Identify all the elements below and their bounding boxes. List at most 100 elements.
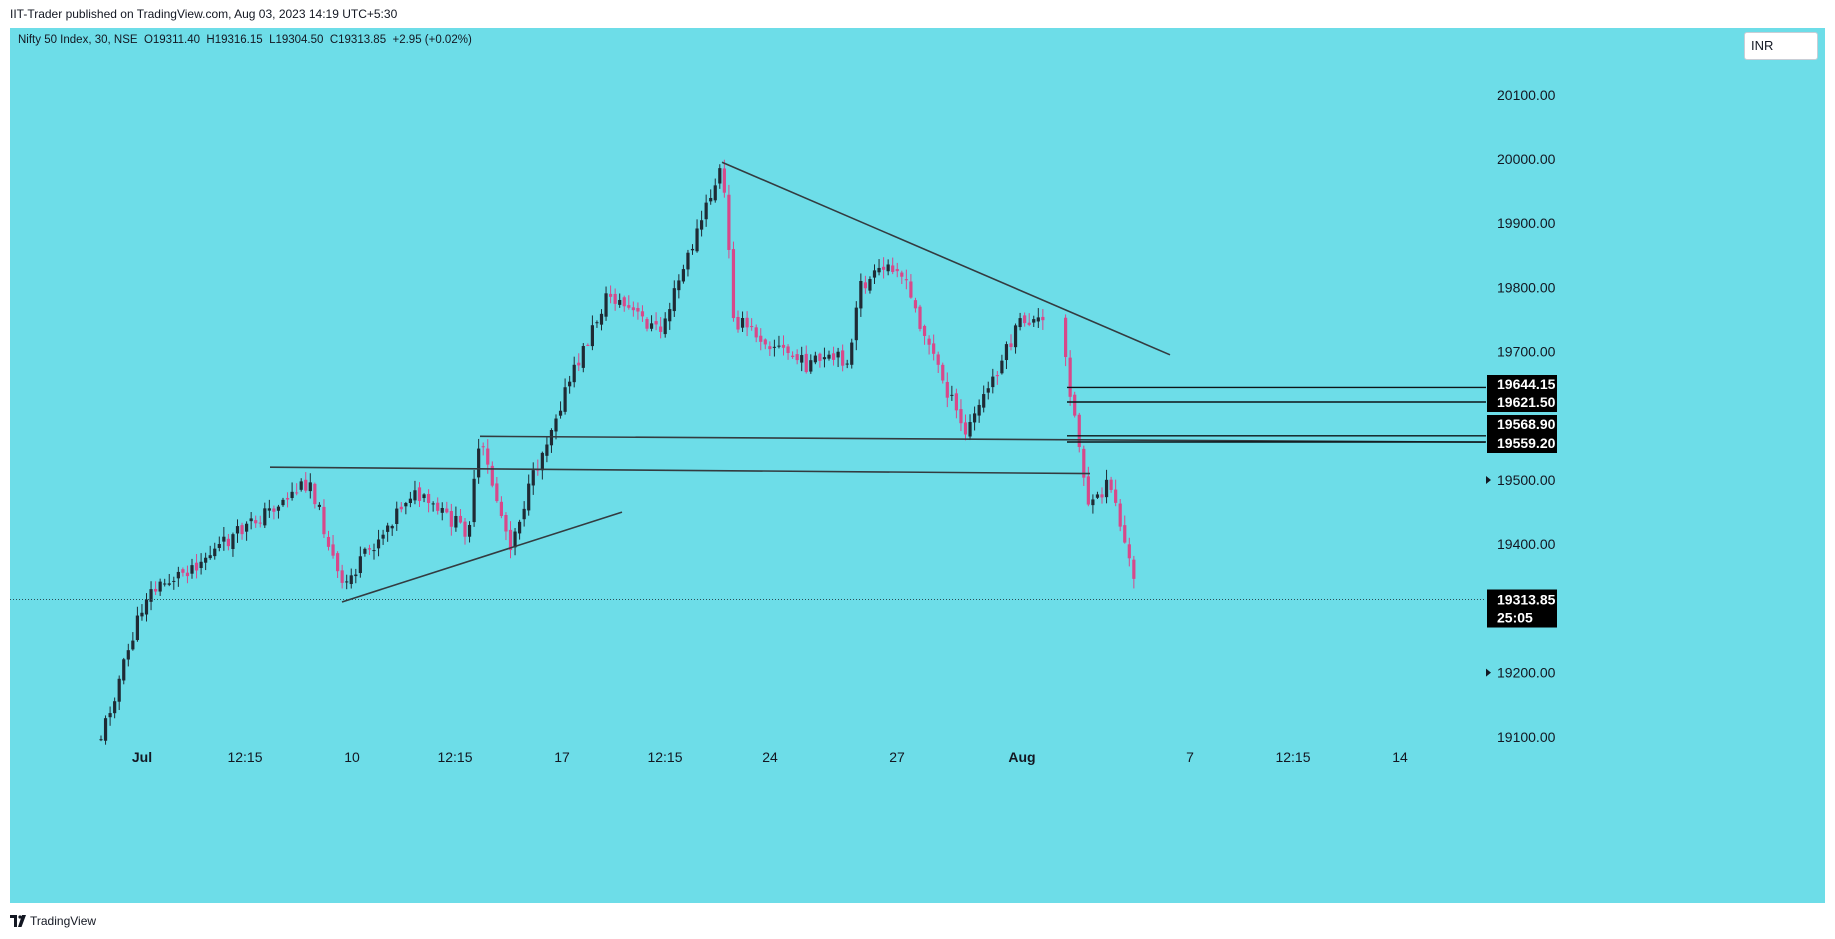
candle-body — [422, 494, 426, 499]
candle-body — [945, 381, 949, 398]
candle-body — [968, 422, 972, 437]
candle-body — [126, 650, 130, 660]
level-tag — [1487, 375, 1557, 394]
level-tag-label: 19568.90 — [1497, 416, 1556, 432]
candle-body — [481, 446, 485, 448]
candle-body — [995, 375, 999, 377]
candle-body — [167, 583, 171, 585]
candle-body — [750, 326, 754, 328]
candle-body — [472, 478, 476, 523]
candle-body — [176, 571, 180, 579]
candle-body — [163, 583, 167, 585]
candle-body — [786, 346, 790, 354]
candle-body — [668, 309, 672, 322]
candle-body — [872, 270, 877, 278]
candle-body — [427, 493, 431, 503]
candle-body — [745, 317, 749, 328]
trendline[interactable] — [479, 435, 1486, 443]
candle-body — [627, 305, 631, 308]
candle-body — [700, 220, 704, 230]
candle-body — [299, 481, 303, 490]
candle-body — [645, 318, 649, 329]
candle-body — [1018, 318, 1022, 328]
candle-body — [686, 252, 690, 270]
chart-pane[interactable]: 20100.00 20000.00 19900.00 19800.00 19700.00… — [10, 28, 1825, 903]
candle-body — [659, 326, 663, 332]
candle-body — [836, 351, 840, 358]
candle-body — [363, 548, 367, 554]
candle-body — [490, 465, 494, 486]
candle-body — [736, 316, 740, 330]
candle-body — [1077, 414, 1081, 447]
candle-body — [1064, 317, 1068, 358]
candle-body — [768, 346, 772, 350]
axis-arrow-icon — [1486, 476, 1491, 484]
candle-body — [1082, 448, 1086, 478]
candle-body — [399, 506, 403, 510]
candle-body — [122, 659, 126, 681]
time-axis-label: 12:15 — [1275, 749, 1310, 765]
candle-body — [135, 615, 139, 641]
candle-body — [194, 562, 199, 571]
candle-body — [781, 344, 786, 348]
candle-body — [609, 293, 613, 297]
legend-change: +2.95 (+0.02%) — [392, 34, 472, 46]
candle-body — [518, 521, 522, 534]
publish-line: IIT-Trader published on TradingView.com,… — [10, 7, 398, 21]
candle-body — [868, 279, 872, 291]
candle-body — [1032, 319, 1036, 323]
candle-body — [376, 539, 381, 549]
time-axis-label: 27 — [889, 749, 905, 765]
candle-body — [440, 508, 444, 513]
candle-body — [1114, 489, 1118, 503]
candle-body — [563, 387, 567, 412]
candle-body — [158, 581, 162, 592]
candle-body — [99, 739, 103, 741]
candle-body — [599, 313, 604, 325]
candle-body — [317, 504, 321, 507]
candle-body — [695, 228, 699, 252]
trendline[interactable] — [341, 511, 623, 603]
candle-body — [932, 343, 936, 354]
candle-body — [304, 479, 308, 491]
candle-body — [499, 501, 503, 517]
candle-body — [772, 346, 776, 348]
candle-body — [131, 640, 135, 650]
candle-body — [172, 580, 176, 582]
currency-button[interactable]: INR — [1744, 32, 1818, 60]
candle-body — [358, 556, 362, 574]
candle-body — [245, 523, 249, 532]
candle-body — [463, 521, 467, 537]
candle-body — [477, 448, 481, 478]
chart-canvas[interactable]: 20100.00 20000.00 19900.00 19800.00 19700.00… — [10, 28, 1825, 903]
candle-body — [149, 589, 153, 602]
candle-body — [108, 713, 112, 718]
candle-body — [395, 508, 399, 524]
publish-header: IIT-Trader published on TradingView.com,… — [0, 0, 1835, 28]
price-axis-label: 19100.00 — [1497, 729, 1556, 745]
legend-high: H19316.15 — [206, 34, 263, 46]
candle-body — [185, 572, 190, 577]
trendline[interactable] — [721, 161, 1171, 356]
candle-body — [763, 339, 767, 345]
candle-body — [231, 534, 235, 550]
candle-body — [904, 279, 908, 281]
candle-body — [281, 499, 285, 506]
candle-body — [308, 482, 312, 492]
candle-body — [927, 338, 931, 345]
candle-body — [677, 280, 681, 291]
trendline[interactable] — [269, 466, 1091, 475]
footer-brand: TradingView — [30, 914, 97, 928]
candle-body — [467, 524, 472, 537]
candle-body — [1132, 559, 1136, 579]
candle-body — [818, 353, 822, 361]
time-axis-label: 24 — [762, 749, 778, 765]
price-axis-label: 20100.00 — [1497, 87, 1556, 103]
candle-body — [326, 536, 331, 547]
candle-body — [513, 531, 517, 548]
candle-body — [554, 418, 558, 432]
candle-body — [1036, 317, 1040, 322]
candle-body — [886, 264, 890, 272]
candle-body — [531, 470, 535, 486]
candle-body — [235, 526, 240, 534]
